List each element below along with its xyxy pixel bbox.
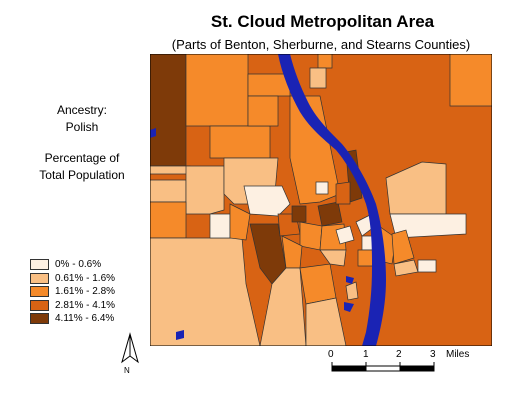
legend-swatch <box>30 286 49 298</box>
map-region <box>150 179 187 203</box>
scale-tick-label: 3 <box>430 349 436 360</box>
legend-label: 0% - 0.6% <box>55 259 102 271</box>
legend-item: 0% - 0.6% <box>30 258 115 272</box>
map-region <box>289 95 341 205</box>
lake-water <box>176 330 184 340</box>
scale-bar <box>331 362 435 372</box>
map-region <box>150 237 261 346</box>
map-region <box>317 54 333 69</box>
scale-tick-label: 0 <box>328 349 334 360</box>
map-region <box>259 267 307 346</box>
map-region <box>417 259 437 273</box>
legend-swatch <box>30 313 49 325</box>
legend-label: 4.11% - 6.4% <box>55 313 115 325</box>
map-region <box>247 95 279 127</box>
legend-item: 2.81% - 4.1% <box>30 299 115 313</box>
map-region <box>317 201 343 227</box>
legend-swatch <box>30 272 49 284</box>
map-region <box>150 54 187 167</box>
map-region <box>335 225 355 245</box>
legend-label: 2.81% - 4.1% <box>55 299 116 311</box>
map-region <box>150 201 187 239</box>
map-region <box>209 125 271 159</box>
variable-ancestry-label: Ancestry: <box>56 103 107 117</box>
map-region <box>150 165 191 175</box>
map-region <box>247 73 291 97</box>
variable-measure-label-2: Total Population <box>39 168 125 182</box>
map-region <box>391 229 415 265</box>
map-region <box>335 181 351 205</box>
map-region <box>315 181 329 195</box>
map-region <box>209 213 231 239</box>
variable-measure-label: Percentage of <box>44 151 120 165</box>
map-region <box>305 297 347 346</box>
map-region <box>319 249 347 267</box>
north-label: N <box>124 366 130 375</box>
legend-label: 1.61% - 2.8% <box>55 286 116 298</box>
map-region <box>229 203 251 241</box>
map-title: St. Cloud Metropolitan Area <box>210 12 435 31</box>
map-region <box>243 185 291 217</box>
map-region <box>393 259 419 277</box>
legend-item: 1.61% - 2.8% <box>30 285 115 299</box>
map-region <box>299 221 323 251</box>
map-region <box>449 54 492 107</box>
map-region <box>185 165 225 215</box>
variable-group-label: Polish <box>65 120 99 134</box>
legend-swatch <box>30 259 49 271</box>
map-subtitle: (Parts of Benton, Sherburne, and Stearns… <box>171 37 471 52</box>
map-region <box>291 205 307 223</box>
legend-item: 0.61% - 1.6% <box>30 272 115 286</box>
scale-unit-label: Miles <box>446 349 470 360</box>
map-region <box>309 67 327 89</box>
legend-swatch <box>30 299 49 311</box>
scale-tick-label: 2 <box>396 349 402 360</box>
scale-tick-label: 1 <box>363 349 369 360</box>
river-water <box>278 54 386 346</box>
lake-water <box>346 276 354 284</box>
choropleth-map <box>150 54 492 346</box>
legend-item: 4.11% - 6.4% <box>30 312 115 326</box>
legend-label: 0.61% - 1.6% <box>55 272 116 284</box>
map-region <box>385 161 447 215</box>
map-region <box>345 281 359 301</box>
lake-water <box>344 302 354 312</box>
map-region <box>299 263 337 305</box>
map-region <box>185 54 249 127</box>
map-region <box>389 213 467 239</box>
legend: 0% - 0.6% 0.61% - 1.6% 1.61% - 2.8% 2.81… <box>30 258 115 326</box>
lake-water <box>150 128 156 138</box>
north-arrow-icon <box>121 332 139 364</box>
